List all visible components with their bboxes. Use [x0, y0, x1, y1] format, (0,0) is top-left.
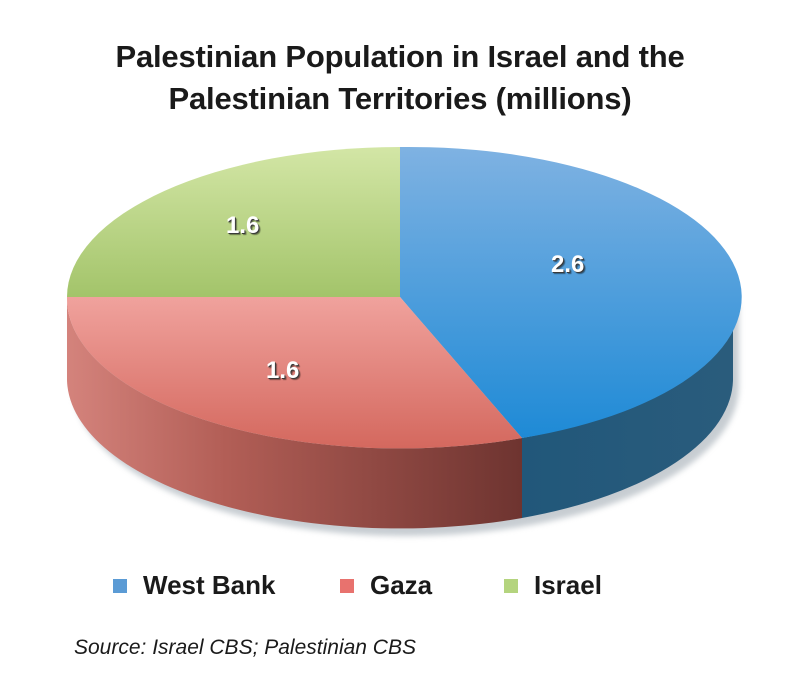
pie-slice-israel[interactable]: [67, 147, 400, 297]
chart-title-line-1: Palestinian Population in Israel and the: [115, 39, 685, 74]
data-label-gaza: 1.6: [266, 357, 300, 384]
legend-label-israel: Israel: [534, 570, 602, 600]
legend-item-gaza[interactable]: Gaza: [340, 570, 432, 601]
pie-side-gaza: [66, 297, 523, 529]
legend-swatch-west-bank-icon: [113, 578, 127, 593]
data-label-west-bank: 2.6: [551, 251, 585, 278]
chart-title-line-2: Palestinian Territories (millions): [168, 81, 632, 116]
legend-swatch-gaza-icon: [340, 578, 354, 593]
legend-swatch-israel-icon: [504, 578, 518, 593]
source-note: Source: Israel CBS; Palestinian CBS: [74, 636, 416, 659]
chart-title: Palestinian Population in Israel and the…: [0, 36, 800, 120]
legend-label-gaza: Gaza: [370, 570, 433, 600]
chart-legend: West Bank Gaza Israel: [0, 570, 800, 610]
pie-slice-gaza[interactable]: [66, 297, 523, 449]
legend-item-israel[interactable]: Israel: [504, 570, 602, 601]
pie-side-west-bank: [522, 297, 734, 518]
data-label-israel: 1.6: [226, 212, 260, 239]
pie-slice-west-bank[interactable]: [400, 146, 742, 438]
legend-item-west-bank[interactable]: West Bank: [113, 570, 275, 601]
legend-label-west-bank: West Bank: [143, 570, 276, 600]
